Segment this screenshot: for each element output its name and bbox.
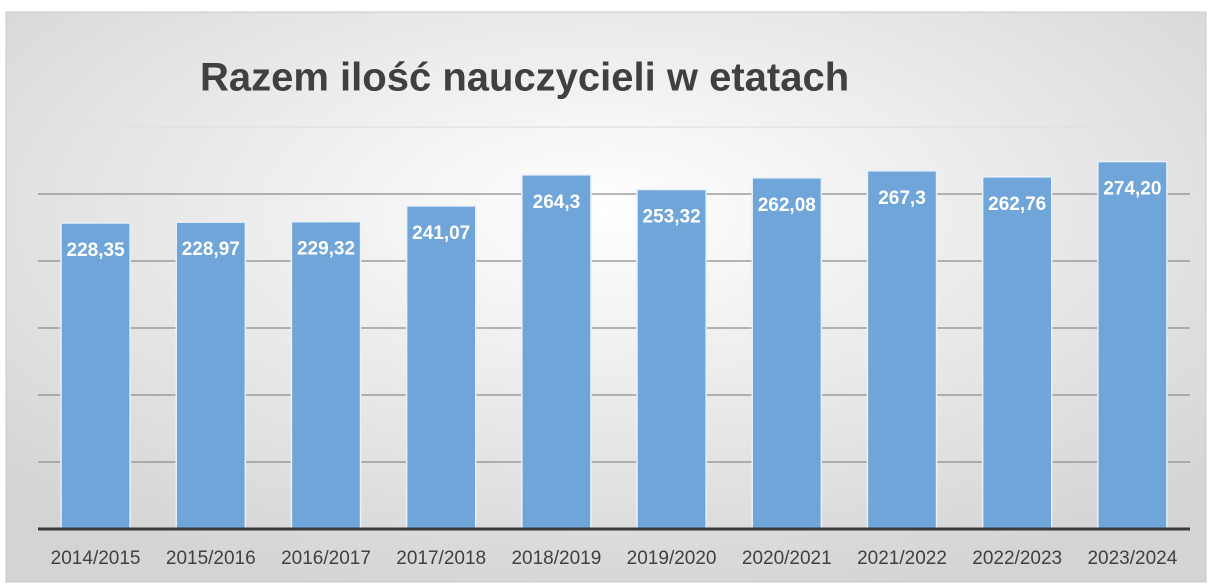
x-tick-label: 2020/2021 [742,548,832,569]
x-tick-label: 2017/2018 [396,548,486,569]
x-tick-label: 2021/2022 [857,548,947,569]
bar [290,220,362,530]
data-label: 267,3 [878,188,926,209]
data-label: 229,32 [297,239,355,260]
x-tick-label: 2018/2019 [511,548,601,569]
data-label: 262,08 [758,195,816,216]
data-label: 262,76 [988,194,1046,215]
bar [866,170,938,530]
data-label: 241,07 [412,223,470,244]
x-tick-label: 2015/2016 [166,548,256,569]
bar [1097,160,1168,530]
x-tick-label: 2019/2020 [627,548,717,569]
x-tick-label: 2022/2023 [972,548,1062,569]
data-label: 274,20 [1103,179,1161,200]
x-tick-label: 2023/2024 [1087,548,1177,569]
bar [751,177,823,530]
chart-title: Razem ilość nauczycieli w etatach [200,56,849,100]
bar [60,222,131,530]
bar [981,176,1053,530]
x-tick-label: 2014/2015 [51,548,141,569]
bar [175,221,247,530]
x-tick-label: 2016/2017 [281,548,371,569]
bar [636,188,707,530]
data-label: 264,3 [533,192,581,213]
bar [405,205,477,530]
data-label: 253,32 [643,207,701,228]
data-label: 228,97 [182,239,240,260]
data-label: 228,35 [67,240,126,261]
bar [521,174,592,530]
